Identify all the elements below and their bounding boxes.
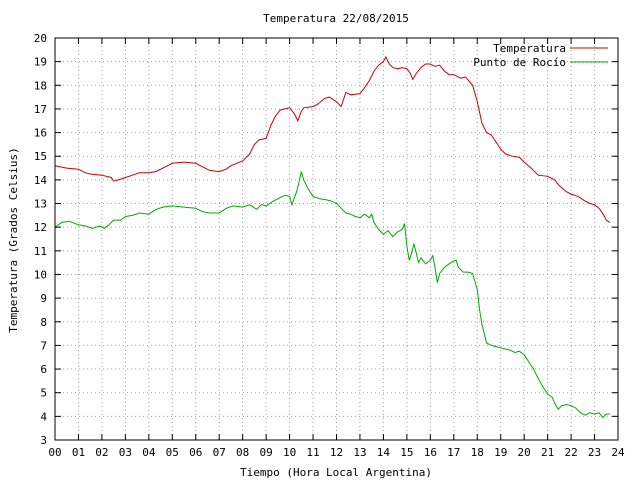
y-tick-label: 14: [34, 174, 48, 187]
x-tick-label: 10: [283, 446, 296, 459]
y-tick-label: 12: [34, 221, 47, 234]
x-tick-label: 04: [142, 446, 156, 459]
y-tick-label: 7: [40, 339, 47, 352]
series-line-punto-de-rocio: [54, 171, 610, 419]
x-tick-label: 12: [330, 446, 343, 459]
x-tick-label: 05: [166, 446, 179, 459]
x-tick-label: 24: [611, 446, 625, 459]
x-tick-label: 15: [400, 446, 413, 459]
x-tick-label: 02: [95, 446, 108, 459]
x-tick-label: 13: [353, 446, 366, 459]
legend: Temperatura Punto de Rocío: [473, 42, 608, 69]
y-tick-label: 11: [34, 245, 47, 258]
x-tick-label: 22: [564, 446, 577, 459]
y-tick-label: 19: [34, 56, 47, 69]
x-tick-label: 06: [189, 446, 202, 459]
x-tick-label: 14: [377, 446, 391, 459]
x-tick-label: 20: [518, 446, 531, 459]
y-tick-label: 13: [34, 198, 47, 211]
y-axis-label: Temperatura (Grados Celsius): [7, 147, 20, 332]
grid: [55, 38, 618, 440]
x-tick-label: 16: [424, 446, 437, 459]
series-lines: [54, 55, 611, 419]
y-tick-label: 10: [34, 268, 47, 281]
y-tick-label: 17: [34, 103, 47, 116]
axes: [54, 37, 619, 441]
x-tick-label: 00: [48, 446, 61, 459]
x-tick-label: 03: [119, 446, 132, 459]
y-tick-label: 20: [34, 32, 47, 45]
y-tick-label: 18: [34, 79, 47, 92]
chart-title: Temperatura 22/08/2015: [263, 12, 409, 25]
y-tick-label: 15: [34, 150, 47, 163]
x-tick-label: 21: [541, 446, 554, 459]
y-tick-label: 5: [40, 387, 47, 400]
x-tick-label: 17: [447, 446, 460, 459]
x-axis-label: Tiempo (Hora Local Argentina): [240, 466, 432, 479]
y-tick-label: 9: [40, 292, 47, 305]
plot-border: [54, 37, 619, 441]
y-tick-label: 3: [40, 434, 47, 447]
y-tick-label: 4: [40, 410, 47, 423]
series-line-temperatura: [54, 55, 611, 223]
y-tick-label: 6: [40, 363, 47, 376]
x-tick-label: 09: [260, 446, 273, 459]
legend-label-temperatura: Temperatura: [493, 42, 566, 55]
x-tick-label: 23: [588, 446, 601, 459]
x-tick-label: 07: [213, 446, 226, 459]
x-tick-label: 18: [471, 446, 484, 459]
x-tick-label: 01: [72, 446, 85, 459]
x-tick-label: 11: [306, 446, 319, 459]
tick-labels: 00 01 02 03 04 05 06 07 08 09 10 11 12 13 14 15 16 17 18 19…: [34, 32, 625, 459]
legend-label-punto-de-rocio: Punto de Rocío: [473, 56, 566, 69]
y-tick-label: 16: [34, 127, 47, 140]
y-tick-label: 8: [40, 316, 47, 329]
x-tick-label: 08: [236, 446, 249, 459]
x-tick-label: 19: [494, 446, 507, 459]
